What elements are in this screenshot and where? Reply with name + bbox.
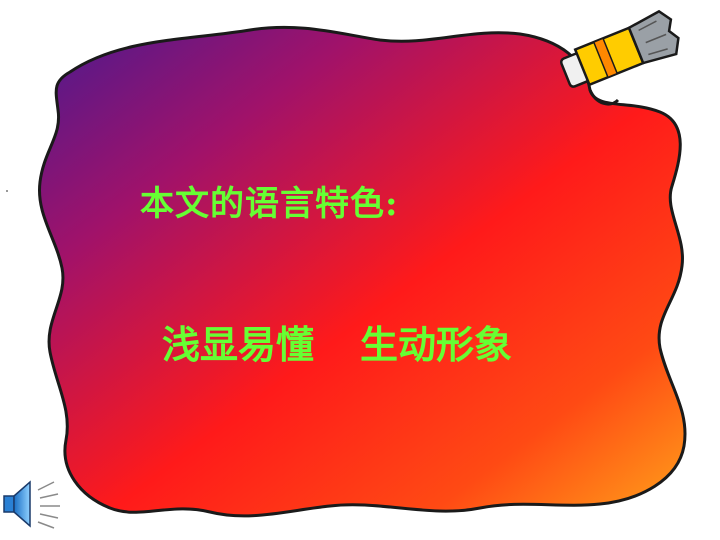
slide-heading: 本文的语言特色: (140, 184, 399, 224)
feature-plain-easy: 浅显易懂 (162, 322, 315, 367)
paint-splash-shape (37, 25, 687, 518)
language-features: 浅显易懂 生动形象 (162, 314, 512, 369)
feature-vivid: 生动形象 (360, 322, 513, 367)
stray-dot (6, 190, 8, 192)
speaker-icon[interactable] (0, 474, 64, 534)
